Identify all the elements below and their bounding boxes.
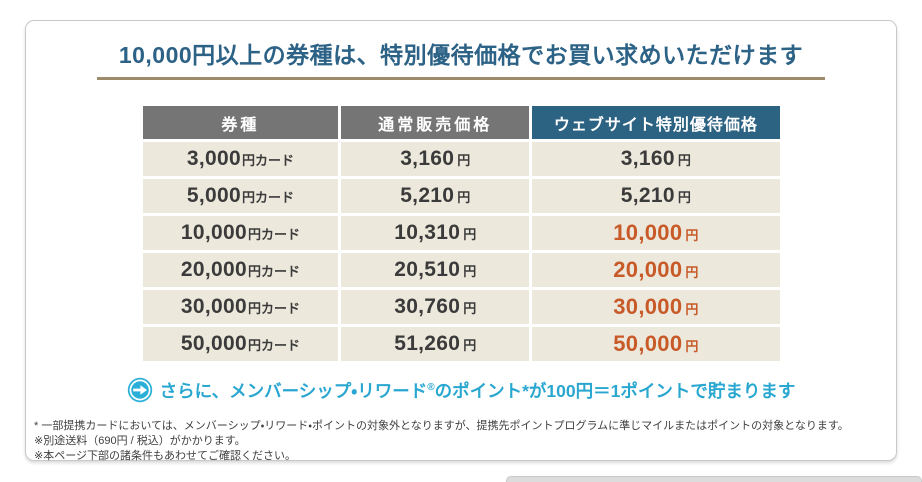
regular-price-value: 30,760 [394, 295, 461, 318]
special-price-value: 30,000 [613, 294, 683, 319]
card-type-cell: 50,000円カード [142, 327, 339, 361]
regular-price-unit: 円 [463, 301, 477, 316]
card-type-cell: 3,000円カード [142, 142, 339, 176]
card-type-cell: 20,000円カード [142, 253, 339, 287]
regular-price-value: 20,510 [394, 258, 461, 281]
card-type-cell: 5,000円カード [142, 179, 339, 213]
special-price-value: 50,000 [613, 331, 683, 356]
column-header-regular-price: 通常販売価格 [341, 106, 530, 139]
regular-price-cell: 30,760 円 [341, 290, 530, 324]
table-row: 5,000円カード 5,210 円 5,210 円 [142, 179, 780, 213]
card-type-unit: 円カード [247, 264, 300, 279]
regular-price-value: 3,160 [400, 147, 455, 170]
special-price-value: 5,210 [620, 184, 675, 207]
arrow-right-circle-icon [127, 377, 153, 403]
footnotes: * 一部提携カードにおいては、メンバーシップ・リワード・ポイントの対象外となりま… [26, 419, 896, 463]
table-row: 50,000円カード 51,260 円 50,000 円 [142, 327, 780, 361]
card-type-unit: 円カード [247, 227, 300, 242]
regular-price-unit: 円 [457, 190, 471, 205]
rewards-note: さらに、メンバーシップ・リワード®のポイント*が100円＝1ポイントで貯まります [26, 377, 896, 403]
rewards-note-prefix: さらに、メンバーシップ・リワード [159, 380, 428, 401]
card-type-cell: 10,000円カード [142, 216, 339, 250]
special-price-unit: 円 [685, 339, 699, 354]
column-header-special-price: ウェブサイト特別優待価格 [532, 106, 780, 139]
card-type-unit: 円カード [241, 190, 294, 205]
special-price-value: 10,000 [613, 220, 683, 245]
regular-price-cell: 5,210 円 [341, 179, 530, 213]
title-wrap: 10,000円以上の券種は、特別優待価格でお買い求めいただけます [26, 36, 896, 80]
regular-price-cell: 3,160 円 [341, 142, 530, 176]
regular-price-unit: 円 [463, 227, 477, 242]
special-price-value: 3,160 [620, 147, 675, 170]
card-type-value: 50,000 [180, 332, 247, 355]
special-price-cell: 20,000 円 [532, 253, 780, 287]
footnote: ※別途送料（690円 / 税込）がかかります。 [34, 435, 246, 447]
card-type-cell: 30,000円カード [142, 290, 339, 324]
regular-price-value: 51,260 [394, 332, 461, 355]
special-price-unit: 円 [685, 265, 699, 280]
regular-price-unit: 円 [463, 264, 477, 279]
special-price-unit: 円 [685, 302, 699, 317]
special-price-unit: 円 [677, 190, 691, 205]
price-card: 10,000円以上の券種は、特別優待価格でお買い求めいただけます 券種 通常販売… [25, 20, 897, 463]
card-type-value: 5,000 [186, 184, 241, 207]
table-row: 10,000円カード 10,310 円 10,000 円 [142, 216, 780, 250]
special-price-unit: 円 [685, 228, 699, 243]
table-row: 30,000円カード 30,760 円 30,000 円 [142, 290, 780, 324]
special-price-cell: 5,210 円 [532, 179, 780, 213]
card-type-value: 20,000 [180, 258, 247, 281]
table-row: 3,000円カード 3,160 円 3,160 円 [142, 142, 780, 176]
regular-price-value: 10,310 [394, 221, 461, 244]
regular-price-unit: 円 [463, 338, 477, 353]
rewards-note-text: さらに、メンバーシップ・リワード®のポイント*が100円＝1ポイントで貯まります [160, 378, 796, 403]
next-section-edge [506, 476, 922, 482]
table-row: 20,000円カード 20,510 円 20,000 円 [142, 253, 780, 287]
card-type-unit: 円カード [241, 153, 294, 168]
regular-price-cell: 20,510 円 [341, 253, 530, 287]
footnote: * 一部提携カードにおいては、メンバーシップ・リワード・ポイントの対象外となりま… [34, 420, 849, 432]
regular-price-unit: 円 [457, 153, 471, 168]
column-header-card-type: 券種 [142, 106, 339, 139]
price-table: 券種 通常販売価格 ウェブサイト特別優待価格 3,000円カード 3,160 円 … [140, 103, 783, 364]
card-type-unit: 円カード [247, 338, 300, 353]
special-price-cell: 3,160 円 [532, 142, 780, 176]
card-type-value: 10,000 [180, 221, 247, 244]
regular-price-cell: 10,310 円 [341, 216, 530, 250]
special-price-cell: 50,000 円 [532, 327, 780, 361]
regular-price-value: 5,210 [400, 184, 455, 207]
special-price-cell: 10,000 円 [532, 216, 780, 250]
regular-price-cell: 51,260 円 [341, 327, 530, 361]
page-title: 10,000円以上の券種は、特別優待価格でお買い求めいただけます [96, 36, 826, 80]
special-price-unit: 円 [677, 153, 691, 168]
footnote: ※本ページ下部の諸条件もあわせてご確認ください。 [34, 450, 296, 462]
card-type-unit: 円カード [247, 301, 300, 316]
special-price-cell: 30,000 円 [532, 290, 780, 324]
table-header-row: 券種 通常販売価格 ウェブサイト特別優待価格 [142, 106, 780, 139]
rewards-note-suffix: のポイント*が100円＝1ポイントで貯まります [434, 380, 796, 401]
registered-mark: ® [427, 381, 435, 393]
card-type-value: 3,000 [186, 147, 241, 170]
special-price-value: 20,000 [613, 257, 683, 282]
card-type-value: 30,000 [180, 295, 247, 318]
